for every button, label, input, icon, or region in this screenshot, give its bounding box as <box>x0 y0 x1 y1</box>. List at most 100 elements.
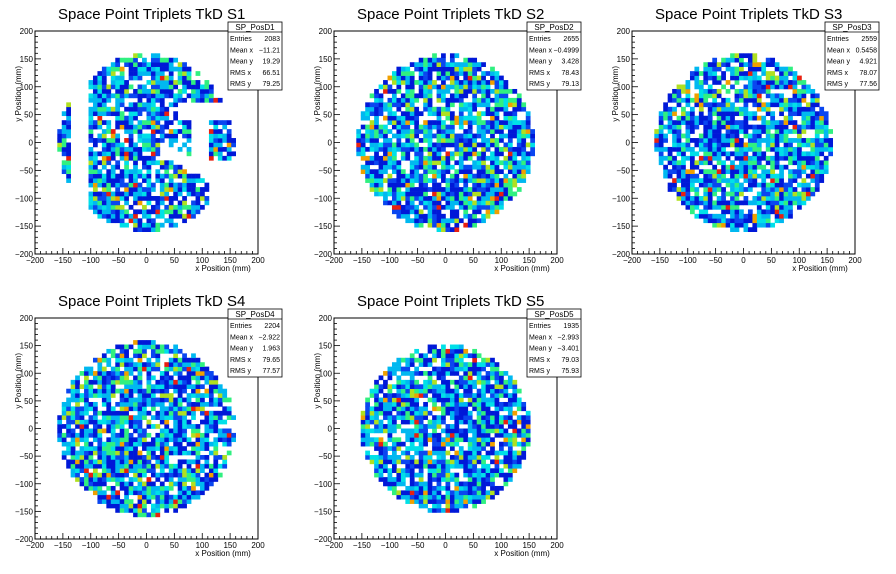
heatmap-cell <box>115 120 121 125</box>
heatmap-cell <box>177 75 183 81</box>
heatmap-cell <box>792 138 798 143</box>
heatmap-cell <box>186 490 192 496</box>
heatmap-cell <box>75 375 80 381</box>
heatmap-cell <box>454 209 460 215</box>
heatmap-cell <box>747 155 753 161</box>
heatmap-cell <box>142 204 147 210</box>
heatmap-cell <box>133 155 138 161</box>
heatmap-cell <box>516 432 522 438</box>
heatmap-cell <box>378 424 384 429</box>
heatmap-cell <box>712 187 718 192</box>
heatmap-cell <box>168 499 174 504</box>
heatmap-cell <box>400 178 406 183</box>
heatmap-cell <box>400 151 406 157</box>
heatmap-cell <box>159 415 165 420</box>
heatmap-cell <box>441 196 446 201</box>
heatmap-cell <box>516 160 522 166</box>
heatmap-cell <box>485 71 491 76</box>
heatmap-cell <box>222 146 228 152</box>
heatmap-cell <box>405 84 411 90</box>
heatmap-cell <box>75 415 80 420</box>
heatmap-cell <box>472 138 478 143</box>
heatmap-cell <box>115 213 121 219</box>
heatmap-cell <box>672 169 677 175</box>
heatmap-cell <box>414 406 420 412</box>
heatmap-cell <box>503 459 509 465</box>
heatmap-cell <box>445 155 451 161</box>
x-tick-label: −150 <box>54 541 73 550</box>
heatmap-cell <box>689 178 695 183</box>
heatmap-cell <box>164 410 170 416</box>
heatmap-cell <box>756 218 762 224</box>
heatmap-cell <box>427 97 433 103</box>
heatmap-cell <box>418 160 424 166</box>
heatmap-cell <box>204 419 210 425</box>
stats-row-value: 79.25 <box>262 81 280 88</box>
stats-row-value: 2204 <box>264 323 280 330</box>
heatmap-cell <box>525 437 531 443</box>
heatmap-cell <box>391 204 397 210</box>
heatmap-cell <box>454 490 460 496</box>
heatmap-cell <box>383 415 388 420</box>
heatmap-cell <box>88 463 94 469</box>
heatmap-cell <box>792 191 798 197</box>
heatmap-cell <box>828 129 833 134</box>
heatmap-cell <box>712 213 718 219</box>
heatmap-cell <box>204 485 210 491</box>
heatmap-cell <box>467 111 473 117</box>
heatmap-cell <box>204 472 210 478</box>
heatmap-cell <box>128 481 134 487</box>
heatmap-cell <box>414 173 420 179</box>
heatmap-cell <box>810 93 816 99</box>
heatmap-cell <box>173 209 179 215</box>
heatmap-cell <box>747 111 753 117</box>
heatmap-cell <box>454 455 460 460</box>
heatmap-cell <box>97 481 103 487</box>
heatmap-cell <box>133 218 138 224</box>
heatmap-cell <box>92 446 98 451</box>
y-tick-label: −150 <box>15 507 34 516</box>
heatmap-cell <box>774 129 780 134</box>
heatmap-cell <box>409 200 415 206</box>
heatmap-cell <box>507 164 513 170</box>
heatmap-cell <box>472 222 478 228</box>
heatmap-cell <box>427 62 433 67</box>
heatmap-cell <box>436 187 442 192</box>
heatmap-cell <box>436 200 442 206</box>
heatmap-cell <box>124 129 129 134</box>
heatmap-cell <box>405 393 411 398</box>
heatmap-cell <box>106 503 112 509</box>
heatmap-cell <box>441 455 446 460</box>
heatmap-cell <box>445 160 451 166</box>
heatmap-cell <box>150 115 156 121</box>
heatmap-cell <box>391 485 397 491</box>
heatmap-cell <box>418 151 424 157</box>
heatmap-cell <box>177 169 183 175</box>
heatmap-cell <box>432 173 437 179</box>
heatmap-cell <box>507 450 513 456</box>
heatmap-cell <box>485 111 491 117</box>
heatmap-cell <box>721 164 726 170</box>
heatmap-cell <box>703 173 709 179</box>
heatmap-cell <box>186 393 192 398</box>
heatmap-cell <box>191 88 196 94</box>
heatmap-cell <box>133 173 138 179</box>
heatmap-cell <box>97 133 103 139</box>
heatmap-cell <box>119 178 125 183</box>
heatmap-cell <box>427 455 433 460</box>
heatmap-cell <box>101 455 107 460</box>
heatmap-cell <box>507 88 513 94</box>
heatmap-cell <box>765 84 771 90</box>
heatmap-cell <box>97 169 103 175</box>
heatmap-cell <box>449 138 455 143</box>
heatmap-cell <box>378 419 384 425</box>
heatmap-cell <box>516 169 522 175</box>
heatmap-cell <box>512 133 518 139</box>
heatmap-cell <box>208 441 214 447</box>
heatmap-cell <box>155 401 161 407</box>
heatmap-cell <box>97 75 103 81</box>
heatmap-cell <box>707 218 713 224</box>
heatmap-cell <box>721 75 726 81</box>
heatmap-cell <box>365 415 370 420</box>
heatmap-cell <box>110 455 116 460</box>
